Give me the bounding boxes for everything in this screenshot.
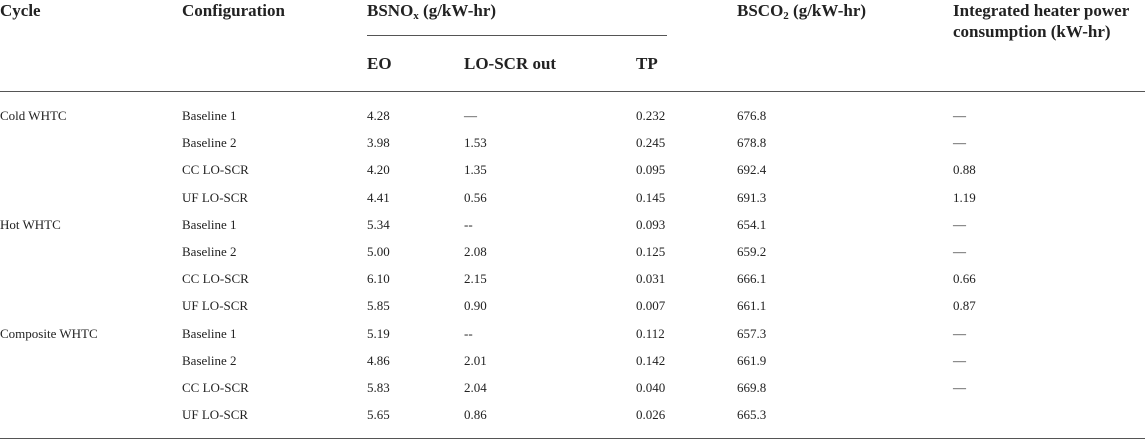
- header-heater-line1: Integrated heater power: [953, 1, 1130, 20]
- header-eo: EO: [367, 54, 392, 73]
- configuration-cell: Baseline 1: [182, 216, 237, 232]
- lo-scr-out-cell: 2.08: [464, 244, 487, 259]
- lo-scr-out-cell: 0.90: [464, 298, 487, 314]
- eo-cell: 5.83: [367, 380, 390, 395]
- tp-cell: 0.245: [636, 135, 666, 151]
- heater-power-cell: —: [953, 216, 966, 232]
- configuration-cell: CC LO-SCR: [182, 271, 249, 287]
- lo-scr-out-cell: 0.56: [464, 189, 487, 205]
- heater-power-cell: —: [953, 244, 966, 259]
- tp-cell: 0.040: [636, 380, 666, 395]
- bottom-rule: [0, 438, 1145, 439]
- eo-cell: 4.28: [367, 108, 390, 123]
- configuration-cell: UF LO-SCR: [182, 189, 249, 205]
- header-heater-line2: consumption (kW-hr): [953, 22, 1111, 41]
- lo-scr-out-cell: 0.86: [464, 407, 487, 423]
- header-rule: [0, 91, 1145, 92]
- configuration-cell: Baseline 1: [182, 325, 237, 341]
- header-bsnox-unit: (g/kW-hr): [418, 1, 497, 20]
- heater-power-cell: —: [953, 135, 966, 151]
- heater-power-cell: —: [953, 325, 966, 341]
- tp-cell: 0.232: [636, 108, 666, 123]
- heater-power-cell: 1.19: [953, 189, 976, 205]
- eo-cell: 4.86: [367, 352, 390, 368]
- tp-cell: 0.145: [636, 189, 666, 205]
- lo-scr-out-cell: 1.53: [464, 135, 487, 151]
- heater-power-cell: —: [953, 380, 966, 395]
- bsco2-cell: 661.1: [737, 298, 767, 314]
- tp-cell: 0.125: [636, 244, 666, 259]
- bsco2-cell: 666.1: [737, 271, 767, 287]
- bsnox-group-rule: [367, 35, 667, 36]
- configuration-cell: Baseline 1: [182, 108, 237, 123]
- tp-cell: 0.026: [636, 407, 666, 423]
- header-bsco2-unit: (g/kW-hr): [788, 1, 867, 20]
- bsco2-cell: 692.4: [737, 162, 767, 178]
- tp-cell: 0.095: [636, 162, 666, 178]
- lo-scr-out-cell: —: [464, 108, 477, 123]
- header-bsco2-prefix: BSCO: [737, 1, 784, 20]
- heater-power-cell: 0.66: [953, 271, 976, 287]
- bsco2-cell: 691.3: [737, 189, 767, 205]
- eo-cell: 4.20: [367, 162, 390, 178]
- configuration-cell: CC LO-SCR: [182, 162, 249, 178]
- bsco2-cell: 678.8: [737, 135, 767, 151]
- lo-scr-out-cell: 1.35: [464, 162, 487, 178]
- eo-cell: 5.65: [367, 407, 390, 423]
- lo-scr-out-cell: 2.01: [464, 352, 487, 368]
- header-bsnox-subscript: x: [413, 10, 419, 22]
- heater-power-cell: 0.88: [953, 162, 976, 178]
- header-configuration: Configuration: [182, 1, 285, 20]
- eo-cell: 5.19: [367, 325, 390, 341]
- eo-cell: 5.34: [367, 216, 390, 232]
- heater-power-cell: —: [953, 352, 966, 368]
- bsco2-cell: 659.2: [737, 244, 767, 259]
- bsco2-cell: 669.8: [737, 380, 767, 395]
- bsco2-cell: 665.3: [737, 407, 767, 423]
- lo-scr-out-cell: 2.15: [464, 271, 487, 287]
- header-bsco2: BSCO2 (g/kW-hr): [737, 0, 867, 22]
- lo-scr-out-cell: 2.04: [464, 380, 487, 395]
- configuration-cell: Baseline 2: [182, 244, 237, 259]
- eo-cell: 3.98: [367, 135, 390, 151]
- header-bsnox-prefix: BSNO: [367, 1, 414, 20]
- configuration-cell: CC LO-SCR: [182, 380, 249, 395]
- eo-cell: 5.00: [367, 244, 390, 259]
- eo-cell: 4.41: [367, 189, 390, 205]
- bsco2-cell: 654.1: [737, 216, 767, 232]
- configuration-cell: Baseline 2: [182, 135, 237, 151]
- header-bsnox: BSNOx (g/kW-hr): [367, 0, 497, 22]
- tp-cell: 0.007: [636, 298, 666, 314]
- eo-cell: 6.10: [367, 271, 390, 287]
- configuration-cell: UF LO-SCR: [182, 298, 249, 314]
- lo-scr-out-cell: --: [464, 325, 473, 341]
- bsco2-cell: 676.8: [737, 108, 767, 123]
- tp-cell: 0.142: [636, 352, 666, 368]
- header-cycle: Cycle: [0, 1, 41, 20]
- cycle-cell: Hot WHTC: [0, 216, 61, 232]
- header-lo-scr-out: LO-SCR out: [464, 54, 557, 73]
- cycle-cell: Composite WHTC: [0, 325, 98, 341]
- cycle-cell: Cold WHTC: [0, 108, 67, 123]
- configuration-cell: Baseline 2: [182, 352, 237, 368]
- bsco2-cell: 657.3: [737, 325, 767, 341]
- header-bsco2-subscript: 2: [783, 10, 789, 22]
- bsco2-cell: 661.9: [737, 352, 767, 368]
- tp-cell: 0.031: [636, 271, 666, 287]
- heater-power-cell: —: [953, 108, 966, 123]
- configuration-cell: UF LO-SCR: [182, 407, 249, 423]
- eo-cell: 5.85: [367, 298, 390, 314]
- heater-power-cell: 0.87: [953, 298, 976, 314]
- header-tp: TP: [636, 54, 658, 73]
- tp-cell: 0.112: [636, 325, 665, 341]
- tp-cell: 0.093: [636, 216, 666, 232]
- lo-scr-out-cell: --: [464, 216, 473, 232]
